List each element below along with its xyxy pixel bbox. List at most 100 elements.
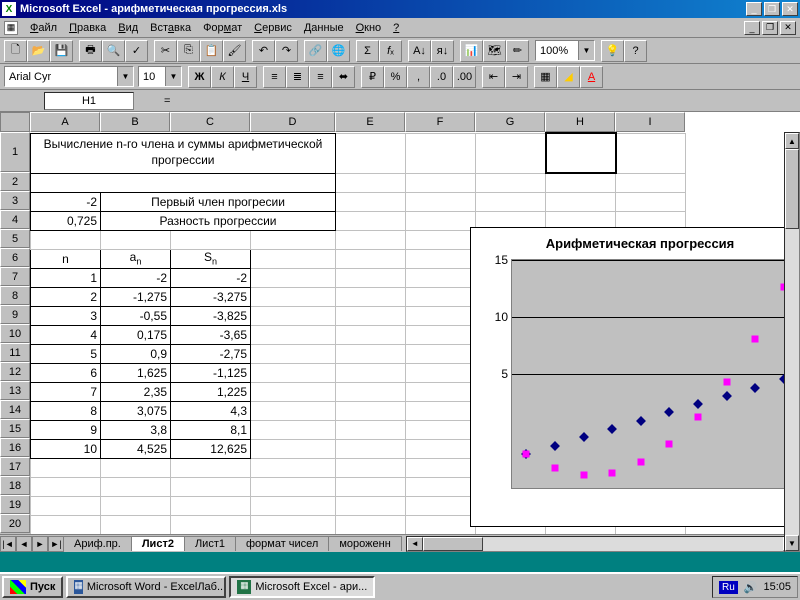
sum-icon[interactable]: Σ xyxy=(356,40,379,62)
cell[interactable] xyxy=(336,268,406,287)
cell[interactable] xyxy=(251,230,336,249)
cell[interactable]: 1,225 xyxy=(171,382,251,401)
menu-window[interactable]: Окно xyxy=(350,20,388,36)
fontcolor-icon[interactable]: A xyxy=(580,66,603,88)
open-icon[interactable]: 📂 xyxy=(27,40,50,62)
tab-last-icon[interactable]: ►| xyxy=(48,536,64,552)
mdi-close[interactable]: ✕ xyxy=(780,21,796,35)
cell[interactable] xyxy=(406,306,476,325)
currency-icon[interactable]: ₽ xyxy=(361,66,384,88)
cell[interactable]: 5 xyxy=(31,344,101,363)
copy-icon[interactable]: ⎘ xyxy=(177,40,200,62)
menu-file[interactable]: Файл xyxy=(24,20,63,36)
cell[interactable]: n xyxy=(31,249,101,268)
row-header[interactable]: 5 xyxy=(0,229,30,248)
link-icon[interactable]: 🔗 xyxy=(304,40,327,62)
dec-indent-icon[interactable]: ⇤ xyxy=(482,66,505,88)
row-header[interactable]: 7 xyxy=(0,267,30,286)
name-box[interactable]: H1 xyxy=(44,92,134,110)
column-header[interactable]: G xyxy=(475,112,545,132)
chart-icon[interactable]: 📊 xyxy=(460,40,483,62)
scroll-left-icon[interactable]: ◄ xyxy=(407,537,423,551)
cell[interactable] xyxy=(406,230,476,249)
column-header[interactable]: B xyxy=(100,112,170,132)
scroll-down-icon[interactable]: ▼ xyxy=(785,535,799,551)
cell[interactable] xyxy=(31,515,101,534)
cell[interactable]: 6 xyxy=(31,363,101,382)
fx-icon[interactable]: fₓ xyxy=(379,40,402,62)
cell[interactable] xyxy=(546,173,616,192)
row-header[interactable]: 6 xyxy=(0,248,30,267)
drawing-icon[interactable]: ✏ xyxy=(506,40,529,62)
cell[interactable] xyxy=(336,230,406,249)
cell[interactable] xyxy=(546,192,616,211)
cell[interactable]: -2,75 xyxy=(171,344,251,363)
column-header[interactable]: E xyxy=(335,112,405,132)
cell[interactable] xyxy=(171,496,251,515)
sort-desc-icon[interactable]: я↓ xyxy=(431,40,454,62)
cell[interactable] xyxy=(406,173,476,192)
borders-icon[interactable]: ▦ xyxy=(534,66,557,88)
menu-data[interactable]: Данные xyxy=(298,20,350,36)
cell[interactable]: -1,125 xyxy=(171,363,251,382)
column-header[interactable]: H xyxy=(545,112,615,132)
cell[interactable] xyxy=(336,173,406,192)
cell[interactable]: 2,35 xyxy=(101,382,171,401)
task-button[interactable]: ▦Microsoft Word - ExcelЛаб... xyxy=(66,576,226,598)
fmtpaint-icon[interactable]: 🖌 xyxy=(223,40,246,62)
row-header[interactable]: 13 xyxy=(0,381,30,400)
task-button[interactable]: ▦Microsoft Excel - ари... xyxy=(229,576,375,598)
cell[interactable] xyxy=(476,192,546,211)
mdi-doc-icon[interactable]: ▦ xyxy=(4,21,18,35)
cell[interactable] xyxy=(251,401,336,420)
align-left-icon[interactable]: ≡ xyxy=(263,66,286,88)
cell[interactable] xyxy=(406,439,476,458)
cell[interactable] xyxy=(406,249,476,268)
cell[interactable] xyxy=(251,344,336,363)
cell[interactable]: 3 xyxy=(31,306,101,325)
cell[interactable] xyxy=(406,192,476,211)
cell[interactable] xyxy=(31,477,101,496)
cell[interactable] xyxy=(31,496,101,515)
cell[interactable]: 8,1 xyxy=(171,420,251,439)
cell[interactable]: Sn xyxy=(171,249,251,268)
column-header[interactable]: A xyxy=(30,112,100,132)
minimize-button[interactable]: _ xyxy=(746,2,762,16)
cell[interactable]: -2 xyxy=(31,192,101,211)
scroll-thumb[interactable] xyxy=(785,149,799,229)
cell[interactable] xyxy=(336,287,406,306)
cell[interactable]: -2 xyxy=(171,268,251,287)
row-header[interactable]: 17 xyxy=(0,457,30,476)
align-center-icon[interactable]: ≣ xyxy=(286,66,309,88)
scroll-up-icon[interactable]: ▲ xyxy=(785,133,799,149)
cell[interactable] xyxy=(336,211,406,230)
cell[interactable] xyxy=(101,477,171,496)
sheet-tab[interactable]: Лист2 xyxy=(131,536,185,551)
cell[interactable] xyxy=(101,515,171,534)
cell[interactable] xyxy=(476,133,546,173)
cell[interactable] xyxy=(171,515,251,534)
cell[interactable] xyxy=(406,477,476,496)
cell[interactable] xyxy=(336,325,406,344)
menu-help[interactable]: ? xyxy=(387,20,405,36)
percent-icon[interactable]: % xyxy=(384,66,407,88)
cell[interactable] xyxy=(251,287,336,306)
clock[interactable]: 15:05 xyxy=(763,581,791,593)
mdi-minimize[interactable]: _ xyxy=(744,21,760,35)
cell[interactable] xyxy=(251,496,336,515)
row-header[interactable]: 8 xyxy=(0,286,30,305)
cell[interactable]: Первый член прогресии xyxy=(101,192,336,211)
row-header[interactable]: 11 xyxy=(0,343,30,362)
cell[interactable]: 1 xyxy=(31,268,101,287)
spell-icon[interactable]: ✓ xyxy=(125,40,148,62)
grid-body[interactable]: Вычисление n-го члена и суммы арифметиче… xyxy=(30,132,800,534)
menu-edit[interactable]: Правка xyxy=(63,20,112,36)
cell[interactable] xyxy=(31,230,101,249)
map-icon[interactable]: 🗺 xyxy=(483,40,506,62)
sheet-tab[interactable]: формат чисел xyxy=(235,536,329,551)
mdi-restore[interactable]: ❐ xyxy=(762,21,778,35)
cell[interactable] xyxy=(476,173,546,192)
fillcolor-icon[interactable]: ◢ xyxy=(557,66,580,88)
cell[interactable] xyxy=(251,458,336,477)
cell[interactable]: 10 xyxy=(31,439,101,458)
